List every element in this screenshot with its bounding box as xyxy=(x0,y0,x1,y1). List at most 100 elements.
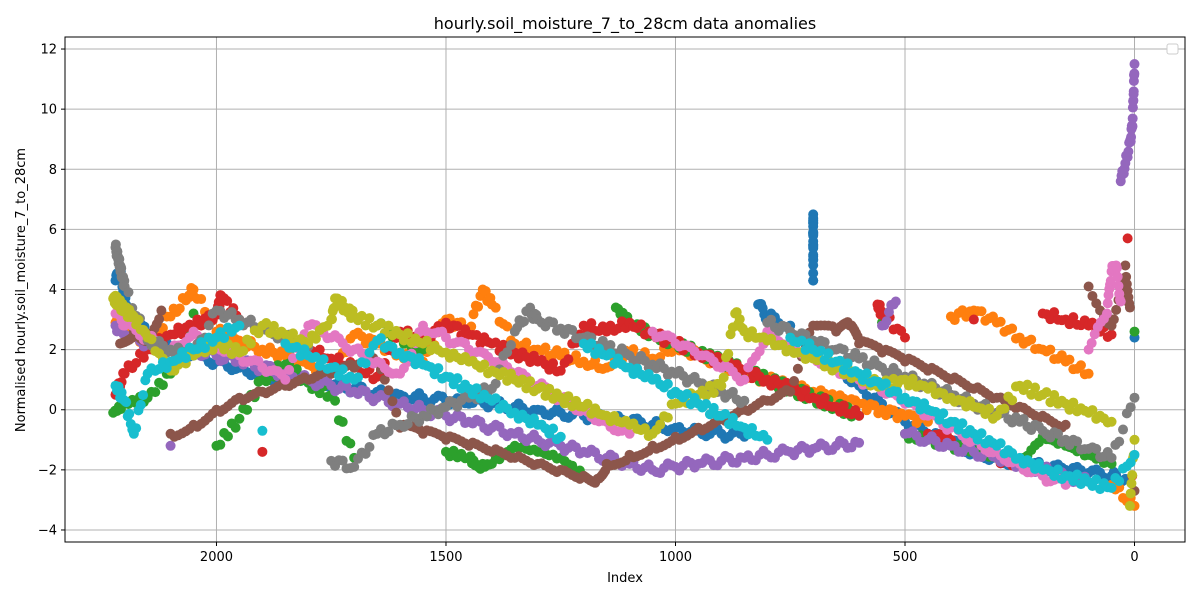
y-axis-label: Normalised hourly.soil_moisture_7_to_28c… xyxy=(14,148,29,432)
data-point xyxy=(257,425,268,436)
y-tick-label: 10 xyxy=(40,103,57,118)
data-point xyxy=(1114,476,1125,487)
x-tick-label: 0 xyxy=(1130,550,1138,565)
data-point xyxy=(1125,457,1136,468)
data-point xyxy=(718,372,729,383)
data-point xyxy=(1120,260,1131,271)
data-point xyxy=(823,348,834,359)
data-point xyxy=(907,373,918,384)
data-point xyxy=(586,318,597,329)
data-point xyxy=(219,333,230,344)
data-point xyxy=(808,260,819,271)
data-point xyxy=(808,268,819,279)
data-point xyxy=(165,440,176,451)
data-point xyxy=(1072,469,1083,480)
data-point xyxy=(287,353,298,364)
data-point xyxy=(421,335,432,346)
chart-title: hourly.soil_moisture_7_to_28cm data anom… xyxy=(434,14,816,34)
data-point xyxy=(854,437,865,448)
data-point xyxy=(353,372,364,383)
data-point xyxy=(135,399,146,410)
data-point xyxy=(949,416,960,427)
data-point xyxy=(815,345,826,356)
data-point xyxy=(1129,392,1140,403)
data-point xyxy=(222,296,233,307)
data-point xyxy=(1060,419,1071,430)
data-point xyxy=(605,348,616,359)
data-point xyxy=(555,431,566,442)
y-tick-label: 8 xyxy=(49,163,57,178)
data-point xyxy=(900,332,910,343)
data-point xyxy=(1129,59,1140,70)
data-point xyxy=(519,316,530,327)
data-point xyxy=(842,358,853,369)
data-point xyxy=(1007,323,1018,334)
data-point xyxy=(854,410,865,421)
data-point xyxy=(1106,416,1117,427)
data-point xyxy=(838,400,849,411)
data-point xyxy=(888,405,899,416)
data-point xyxy=(471,383,482,394)
data-point xyxy=(119,368,130,379)
data-point xyxy=(701,399,712,410)
data-point xyxy=(1053,428,1064,439)
data-point xyxy=(230,422,241,433)
data-point xyxy=(1108,314,1119,325)
data-point xyxy=(1101,308,1112,319)
data-point xyxy=(1128,86,1139,97)
data-point xyxy=(701,390,712,401)
data-point xyxy=(123,287,134,298)
data-point xyxy=(968,314,979,325)
data-point xyxy=(383,385,394,396)
data-point xyxy=(330,395,341,406)
data-point xyxy=(433,363,444,374)
data-point xyxy=(762,434,773,445)
data-point xyxy=(490,378,501,389)
data-point xyxy=(995,438,1006,449)
data-point xyxy=(421,411,432,422)
data-point xyxy=(1049,390,1060,401)
data-point xyxy=(253,328,264,339)
data-point xyxy=(1049,307,1060,318)
data-point xyxy=(1083,368,1094,379)
y-tick-label: 4 xyxy=(49,283,57,298)
data-point xyxy=(869,400,880,411)
data-point xyxy=(226,307,237,318)
data-point xyxy=(234,320,245,331)
data-point xyxy=(133,314,144,325)
data-point xyxy=(1113,280,1124,291)
data-point xyxy=(1106,482,1117,493)
data-point xyxy=(383,320,394,331)
data-point xyxy=(746,422,757,433)
data-point xyxy=(1127,121,1138,132)
data-point xyxy=(662,378,673,389)
data-point xyxy=(880,378,891,389)
data-point xyxy=(586,338,597,349)
data-point xyxy=(1129,434,1140,445)
data-point xyxy=(938,408,949,419)
data-point xyxy=(548,423,559,434)
data-point xyxy=(490,393,501,404)
data-point xyxy=(318,354,329,365)
axis-ticks: 2000 1500 1000 500 0 −4 −2 0 2 4 6 8 10 12 xyxy=(38,43,1139,565)
y-tick-label: 2 xyxy=(49,343,57,358)
data-point xyxy=(1068,312,1079,323)
data-point xyxy=(1072,436,1083,447)
data-point xyxy=(999,403,1010,414)
data-point xyxy=(555,365,566,376)
data-point xyxy=(1127,113,1138,124)
data-point xyxy=(655,419,666,430)
data-point xyxy=(337,364,348,375)
data-point xyxy=(723,348,734,359)
series-9 xyxy=(108,290,1140,511)
data-point xyxy=(379,374,390,385)
data-point xyxy=(490,337,501,348)
data-point xyxy=(1106,452,1117,463)
legend-frame xyxy=(1166,43,1179,55)
data-point xyxy=(291,364,302,375)
data-point xyxy=(360,358,371,369)
data-point xyxy=(567,324,578,335)
data-point xyxy=(280,374,291,385)
data-point xyxy=(1115,296,1126,307)
data-point xyxy=(157,380,168,391)
